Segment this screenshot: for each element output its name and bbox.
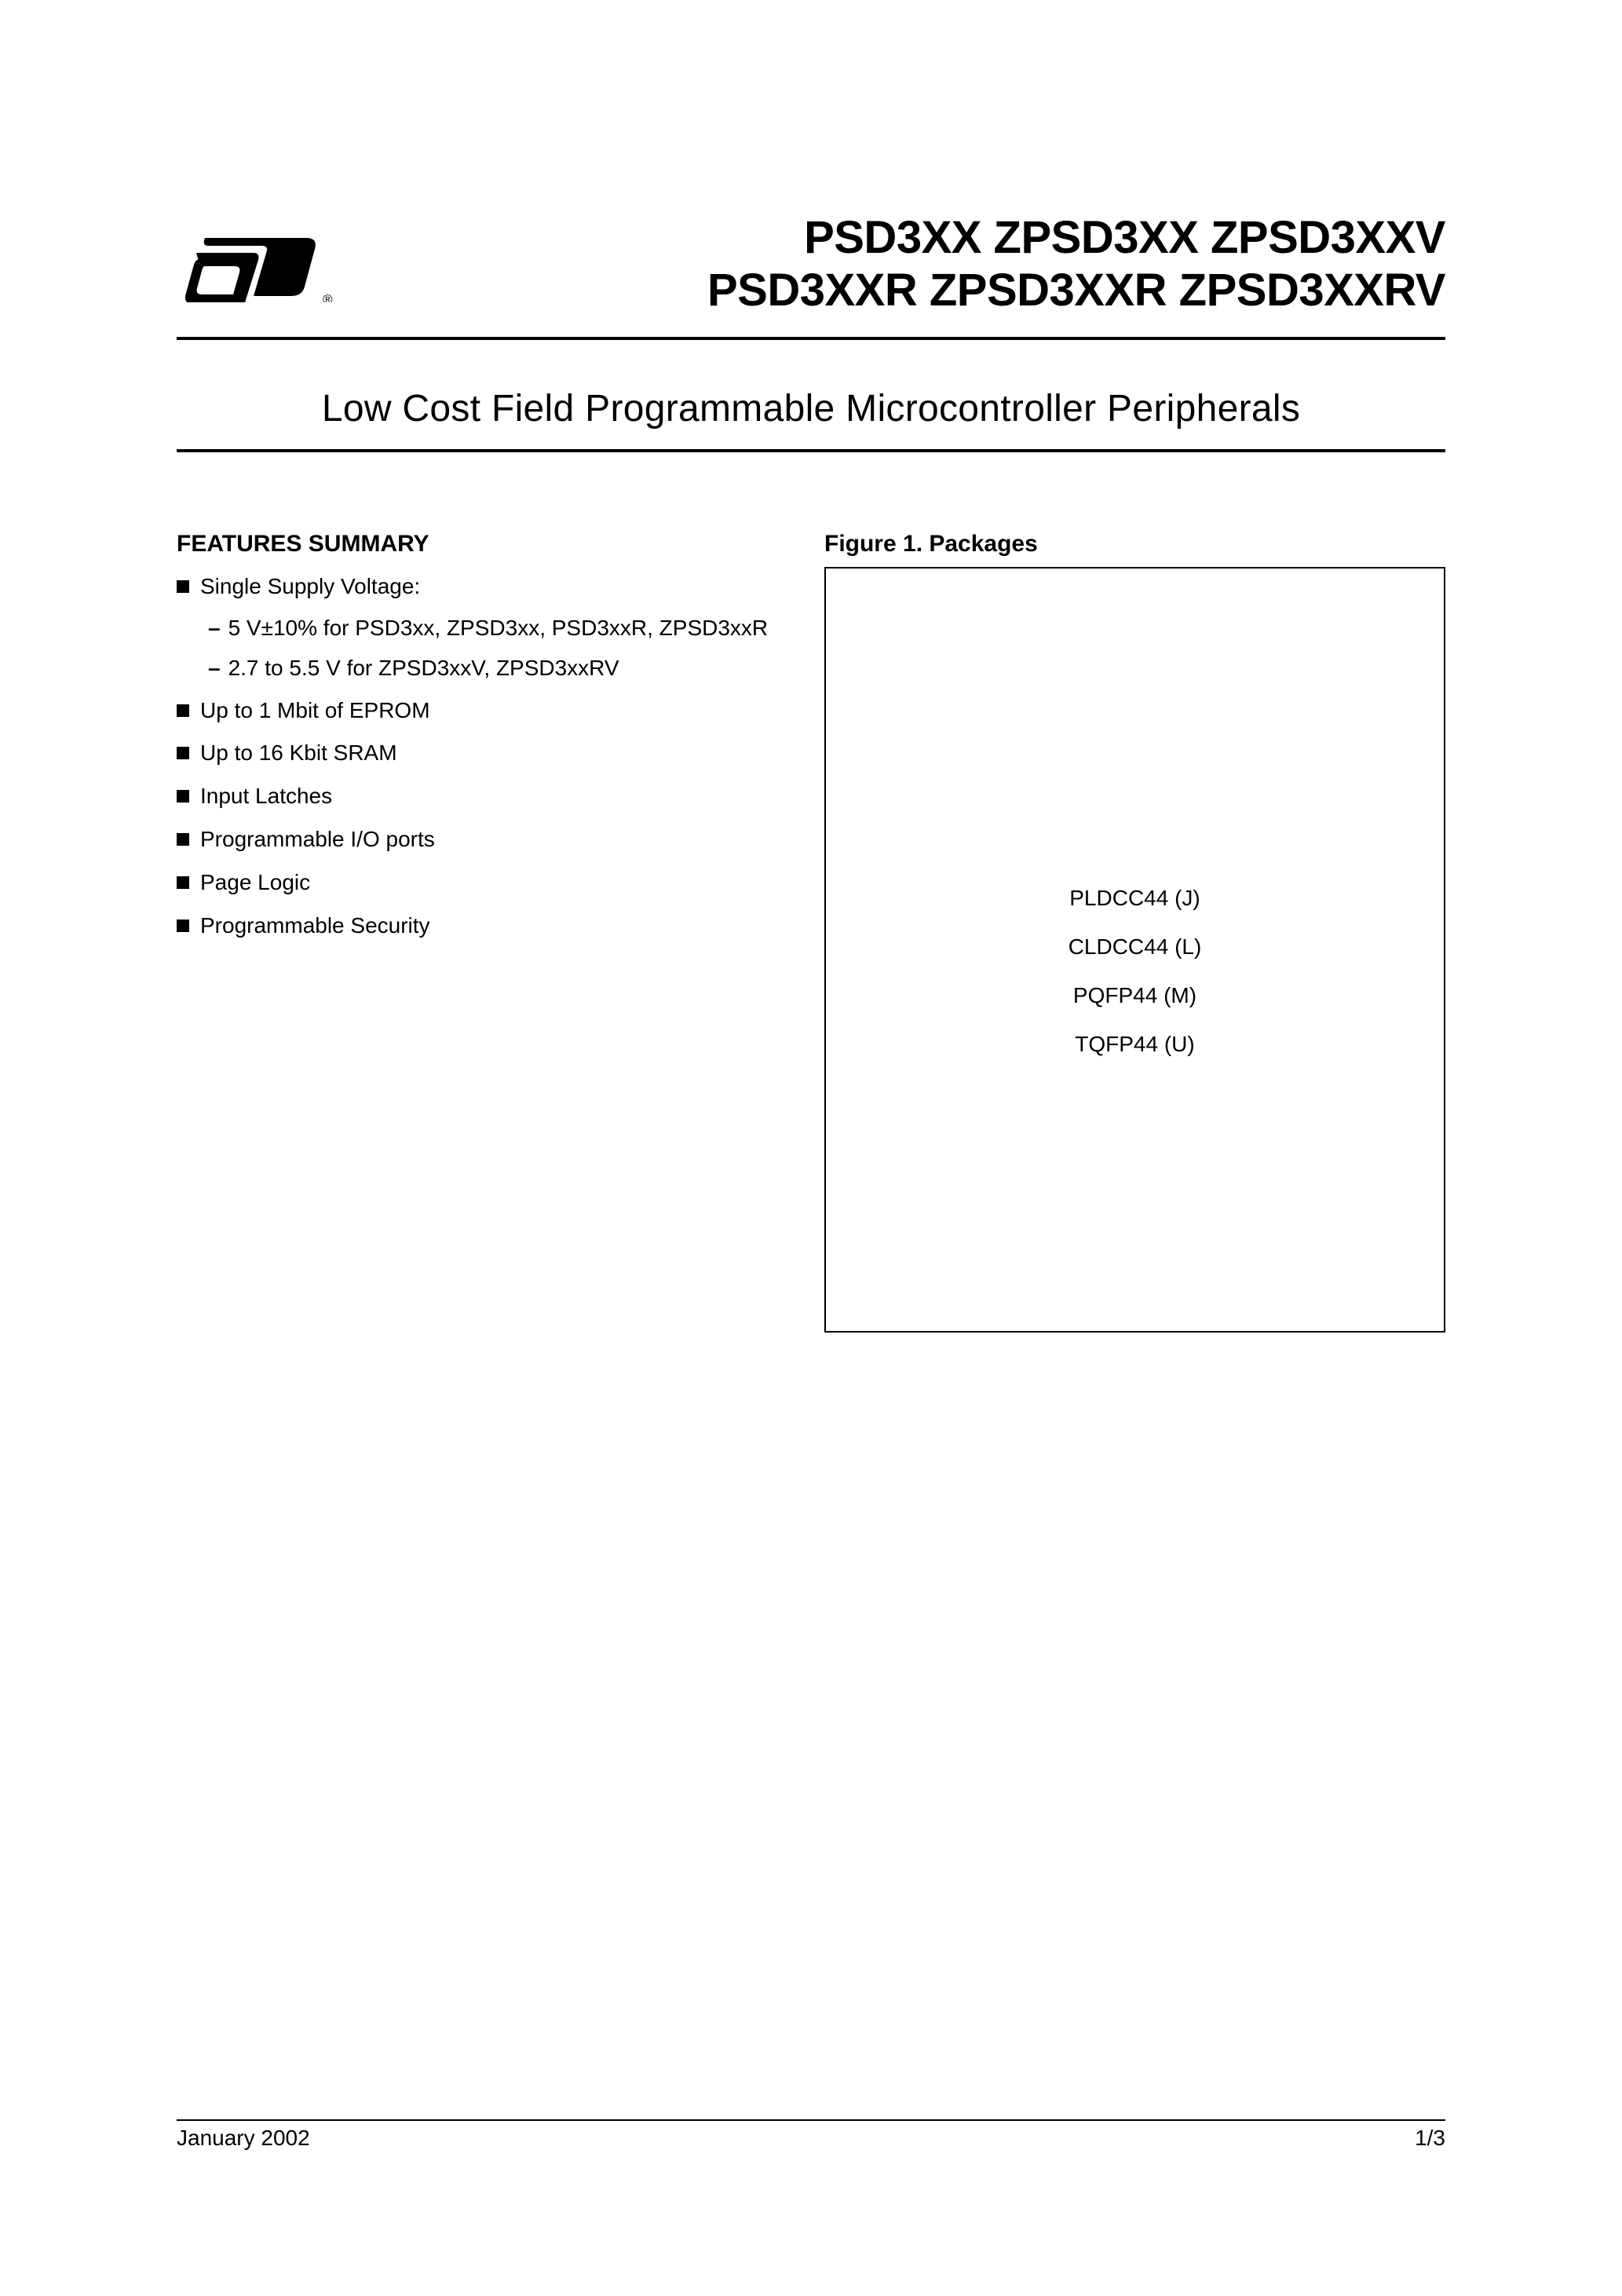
square-bullet-icon (177, 919, 189, 932)
square-bullet-icon (177, 790, 189, 803)
document-subtitle: Low Cost Field Programmable Microcontrol… (177, 387, 1445, 430)
features-column: FEATURES SUMMARY Single Supply Voltage: … (177, 531, 785, 1333)
feature-text: Programmable I/O ports (200, 822, 435, 857)
feature-item: Page Logic (177, 865, 785, 901)
square-bullet-icon (177, 704, 189, 717)
figure-packages-box: PLDCC44 (J) CLDCC44 (L) PQFP44 (M) TQFP4… (824, 567, 1445, 1333)
figure-column: Figure 1. Packages PLDCC44 (J) CLDCC44 (… (824, 531, 1445, 1333)
features-list: Single Supply Voltage: (177, 569, 785, 605)
feature-item: Programmable I/O ports (177, 822, 785, 857)
feature-sublist: – 5 V±10% for PSD3xx, ZPSD3xx, PSD3xxR, … (208, 612, 785, 683)
page: ® PSD3XX ZPSD3XX ZPSD3XXV PSD3XXR ZPSD3X… (0, 0, 1622, 2296)
package-name: PLDCC44 (J) (1069, 886, 1200, 911)
package-name: TQFP44 (U) (1075, 1032, 1194, 1057)
features-list-cont: Up to 1 Mbit of EPROM Up to 16 Kbit SRAM… (177, 693, 785, 944)
footer-rule (177, 2119, 1445, 2121)
feature-text: Programmable Security (200, 909, 430, 944)
feature-text: Up to 1 Mbit of EPROM (200, 693, 430, 729)
square-bullet-icon (177, 833, 189, 846)
dash-bullet-icon: – (208, 612, 221, 643)
square-bullet-icon (177, 747, 189, 759)
package-name: CLDCC44 (L) (1069, 934, 1202, 960)
page-footer: January 2002 1/3 (177, 2119, 1445, 2151)
feature-text: Page Logic (200, 865, 310, 901)
header-section: ® PSD3XX ZPSD3XX ZPSD3XXV PSD3XXR ZPSD3X… (177, 212, 1445, 316)
feature-item: Single Supply Voltage: (177, 569, 785, 605)
dash-bullet-icon: – (208, 653, 221, 683)
footer-date: January 2002 (177, 2126, 310, 2151)
svg-text:®: ® (323, 292, 333, 302)
subitem-text: 2.7 to 5.5 V for ZPSD3xxV, ZPSD3xxRV (228, 653, 619, 683)
st-logo: ® (177, 216, 334, 302)
footer-row: January 2002 1/3 (177, 2126, 1445, 2151)
feature-text: Up to 16 Kbit SRAM (200, 736, 397, 771)
feature-item: Programmable Security (177, 909, 785, 944)
horizontal-rule-top (177, 337, 1445, 340)
footer-page-number: 1/3 (1415, 2126, 1445, 2151)
horizontal-rule-mid (177, 449, 1445, 452)
feature-subitem: – 2.7 to 5.5 V for ZPSD3xxV, ZPSD3xxRV (208, 653, 785, 683)
feature-text: Single Supply Voltage: (200, 569, 420, 605)
figure-caption: Figure 1. Packages (824, 531, 1445, 558)
square-bullet-icon (177, 580, 189, 593)
title-line-1: PSD3XX ZPSD3XX ZPSD3XXV (177, 212, 1445, 265)
title-line-2: PSD3XXR ZPSD3XXR ZPSD3XXRV (177, 265, 1445, 317)
package-name: PQFP44 (M) (1073, 983, 1196, 1008)
feature-text: Input Latches (200, 779, 332, 814)
subitem-text: 5 V±10% for PSD3xx, ZPSD3xx, PSD3xxR, ZP… (228, 612, 769, 643)
feature-subitem: – 5 V±10% for PSD3xx, ZPSD3xx, PSD3xxR, … (208, 612, 785, 643)
title-area: PSD3XX ZPSD3XX ZPSD3XXV PSD3XXR ZPSD3XXR… (177, 212, 1445, 316)
feature-item: Up to 1 Mbit of EPROM (177, 693, 785, 729)
feature-item: Input Latches (177, 779, 785, 814)
body-columns: FEATURES SUMMARY Single Supply Voltage: … (177, 531, 1445, 1333)
square-bullet-icon (177, 876, 189, 889)
feature-item: Up to 16 Kbit SRAM (177, 736, 785, 771)
features-heading: FEATURES SUMMARY (177, 531, 785, 558)
